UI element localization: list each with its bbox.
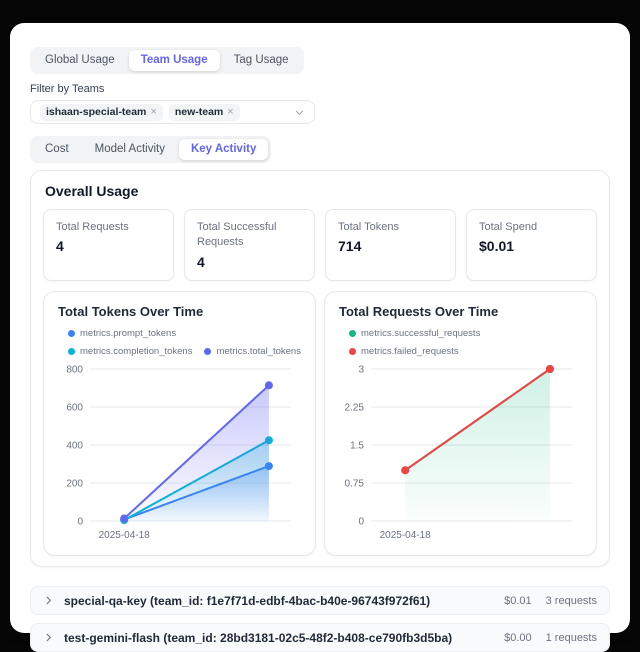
legend-item: metrics.failed_requests xyxy=(349,346,582,357)
stat-label: Total Spend xyxy=(479,221,538,233)
legend-label: metrics.completion_tokens xyxy=(80,346,193,357)
chart-title: Total Requests Over Time xyxy=(339,304,499,319)
stat-value: 4 xyxy=(56,238,64,255)
stat-card-total-successful-requests: Total Successful Requests 4 xyxy=(184,209,315,281)
usage-dashboard-panel: Global Usage Team Usage Tag Usage Filter… xyxy=(10,23,630,652)
key-name: test-gemini-flash (team_id: 28bd3181-02c… xyxy=(64,630,453,645)
key-accordion-row[interactable]: test-gemini-flash (team_id: 28bd3181-02c… xyxy=(30,623,610,652)
legend-item: metrics.completion_tokens xyxy=(68,346,192,357)
stat-label: Total Requests xyxy=(56,221,129,233)
team-chip-label: new-team xyxy=(174,106,224,118)
legend-label: metrics.total_tokens xyxy=(216,346,301,357)
selected-team-chip: ishaan-special-team × xyxy=(40,103,163,121)
key-accordion-row[interactable]: special-qa-key (team_id: f1e7f71d-edbf-4… xyxy=(30,586,610,615)
stat-value: 4 xyxy=(197,253,205,270)
tab-tag-usage[interactable]: Tag Usage xyxy=(222,50,301,71)
filter-by-teams-label: Filter by Teams xyxy=(30,83,105,95)
svg-text:0: 0 xyxy=(358,517,364,528)
tab-team-usage[interactable]: Team Usage xyxy=(128,50,220,71)
key-request-count: 1 requests xyxy=(545,631,597,644)
chart-title: Total Tokens Over Time xyxy=(58,304,204,319)
svg-text:200: 200 xyxy=(66,479,83,490)
svg-text:800: 800 xyxy=(66,365,83,376)
legend-dot-icon xyxy=(68,348,75,355)
svg-text:400: 400 xyxy=(66,441,83,452)
chevron-right-icon[interactable] xyxy=(43,632,54,643)
requests-line-chart: 0 0.75 1.5 2.25 3 2025-04-18 xyxy=(345,365,572,541)
svg-text:2.25: 2.25 xyxy=(345,403,365,414)
key-spend: $0.01 xyxy=(504,594,532,607)
overall-usage-title: Overall Usage xyxy=(45,183,139,199)
activity-tabs: Cost Model Activity Key Activity xyxy=(30,136,272,163)
legend-item: metrics.successful_requests xyxy=(349,328,582,339)
svg-text:0.75: 0.75 xyxy=(345,479,365,490)
overall-usage-card: Overall Usage Total Requests 4 Total Suc… xyxy=(30,170,610,567)
legend-item: metrics.total_tokens xyxy=(204,346,301,357)
key-spend: $0.00 xyxy=(504,631,532,644)
legend-item: metrics.prompt_tokens xyxy=(68,328,176,339)
legend-dot-icon xyxy=(349,348,356,355)
key-request-count: 3 requests xyxy=(545,594,597,607)
svg-text:2025-04-18: 2025-04-18 xyxy=(380,530,432,541)
legend-label: metrics.successful_requests xyxy=(361,328,481,339)
selected-team-chip: new-team × xyxy=(168,103,240,121)
legend-label: metrics.failed_requests xyxy=(361,346,459,357)
stat-label: Total Tokens xyxy=(338,221,399,233)
chevron-right-icon[interactable] xyxy=(43,595,54,606)
chart-legend: metrics.successful_requests metrics.fail… xyxy=(339,328,582,357)
legend-label: metrics.prompt_tokens xyxy=(80,328,177,339)
chart-legend: metrics.prompt_tokens metrics.completion… xyxy=(58,328,301,357)
remove-team-icon[interactable]: × xyxy=(150,105,157,118)
key-name: special-qa-key (team_id: f1e7f71d-edbf-4… xyxy=(64,593,431,608)
stat-card-total-spend: Total Spend $0.01 xyxy=(466,209,597,281)
usage-scope-tabs: Global Usage Team Usage Tag Usage xyxy=(30,47,304,74)
svg-text:3: 3 xyxy=(358,365,364,376)
legend-dot-icon xyxy=(68,330,75,337)
svg-text:2025-04-18: 2025-04-18 xyxy=(99,530,151,541)
chevron-down-icon[interactable] xyxy=(294,107,305,118)
charts-row: Total Tokens Over Time metrics.prompt_to… xyxy=(43,291,597,556)
tokens-line-chart: 0 200 400 600 800 2025-04-18 xyxy=(66,365,291,541)
remove-team-icon[interactable]: × xyxy=(227,105,234,118)
tab-global-usage[interactable]: Global Usage xyxy=(33,50,127,71)
svg-text:1.5: 1.5 xyxy=(350,441,364,452)
svg-text:0: 0 xyxy=(77,517,83,528)
requests-over-time-chart-card: Total Requests Over Time metrics.success… xyxy=(324,291,597,556)
stats-row: Total Requests 4 Total Successful Reques… xyxy=(43,209,597,281)
stat-label: Total Successful Requests xyxy=(197,221,277,249)
legend-dot-icon xyxy=(349,330,356,337)
tab-model-activity[interactable]: Model Activity xyxy=(83,139,177,160)
team-multiselect[interactable]: ishaan-special-team × new-team × xyxy=(30,100,315,124)
team-chip-label: ishaan-special-team xyxy=(46,106,147,118)
tab-key-activity[interactable]: Key Activity xyxy=(178,139,269,160)
stat-card-total-tokens: Total Tokens 714 xyxy=(325,209,456,281)
legend-dot-icon xyxy=(204,348,212,355)
tab-cost[interactable]: Cost xyxy=(33,139,81,160)
tokens-over-time-chart-card: Total Tokens Over Time metrics.prompt_to… xyxy=(43,291,316,556)
stat-value: 714 xyxy=(338,238,362,255)
svg-text:600: 600 xyxy=(66,403,83,414)
stat-value: $0.01 xyxy=(479,238,515,255)
stat-card-total-requests: Total Requests 4 xyxy=(43,209,174,281)
